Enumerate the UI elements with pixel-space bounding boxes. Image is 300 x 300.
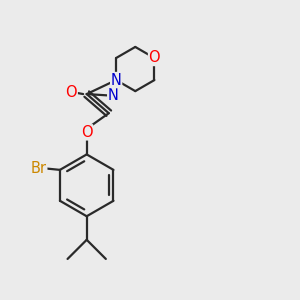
Text: O: O [148,50,160,65]
Text: N: N [108,88,118,103]
Text: O: O [81,125,92,140]
Text: Br: Br [31,161,47,176]
Text: O: O [66,85,77,100]
Text: N: N [111,73,122,88]
